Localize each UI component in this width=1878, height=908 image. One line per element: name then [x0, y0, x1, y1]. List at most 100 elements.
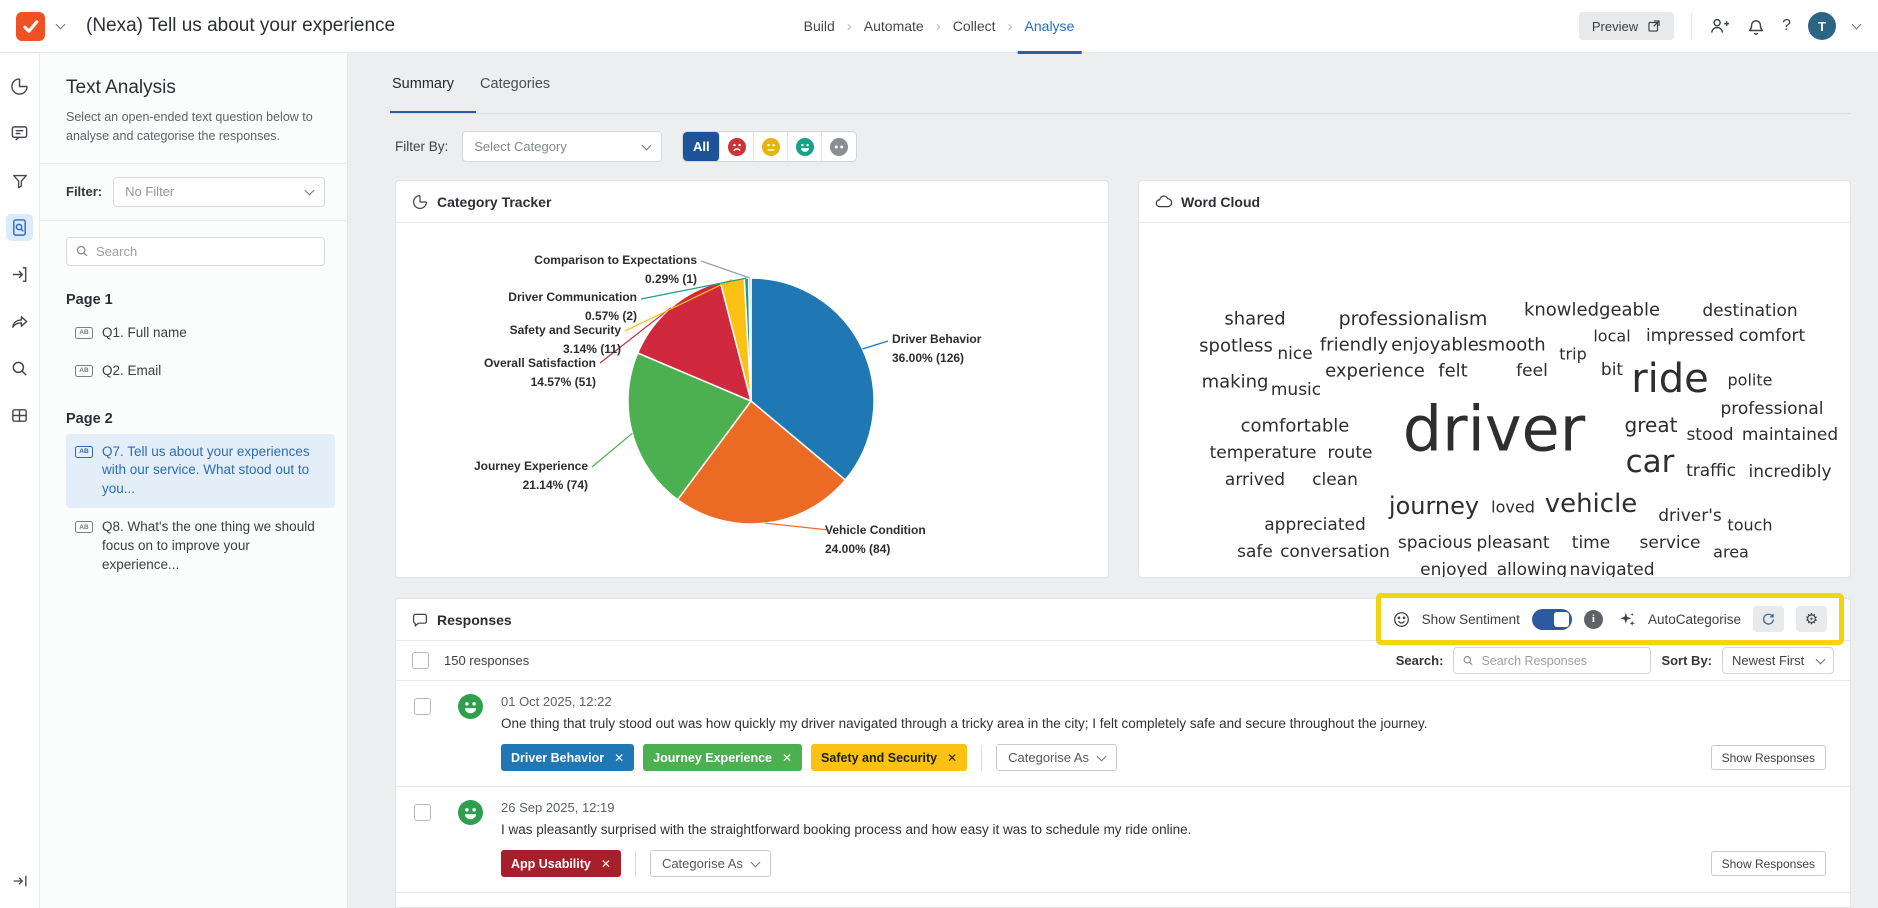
word-cloud-word[interactable]: appreciated: [1264, 515, 1366, 535]
responses-search[interactable]: [1453, 647, 1652, 674]
word-cloud-word[interactable]: driver's: [1658, 506, 1722, 526]
breadcrumb-automate[interactable]: Automate: [863, 18, 924, 34]
info-icon[interactable]: i: [1583, 609, 1603, 629]
word-cloud-word[interactable]: music: [1270, 380, 1322, 400]
no-filter-dropdown[interactable]: No Filter: [113, 176, 325, 207]
word-cloud-word[interactable]: journey: [1388, 492, 1480, 520]
word-cloud-word[interactable]: experience: [1325, 360, 1425, 382]
word-cloud-word[interactable]: professional: [1720, 399, 1824, 419]
sidebar-question-item[interactable]: AB Q2. Email: [66, 353, 335, 390]
word-cloud-word[interactable]: safe: [1237, 542, 1273, 562]
word-cloud-word[interactable]: local: [1593, 326, 1631, 346]
sentiment-chip-neutral[interactable]: [754, 132, 789, 161]
word-cloud-word[interactable]: touch: [1727, 515, 1773, 535]
sentiment-chip-positive[interactable]: [788, 132, 823, 161]
word-cloud-word[interactable]: great: [1624, 413, 1678, 437]
word-cloud-word[interactable]: loved: [1491, 497, 1535, 517]
word-cloud-word[interactable]: area: [1713, 542, 1749, 562]
share-icon[interactable]: [6, 308, 33, 335]
filter-icon[interactable]: [6, 167, 33, 194]
search-icon[interactable]: [6, 355, 33, 382]
word-cloud-word[interactable]: driver: [1402, 392, 1586, 466]
word-cloud-word[interactable]: ride: [1631, 356, 1709, 402]
sentiment-chip-none[interactable]: [822, 132, 856, 161]
avatar[interactable]: T: [1808, 12, 1836, 40]
breadcrumb-build[interactable]: Build: [803, 18, 835, 34]
word-cloud-word[interactable]: conversation: [1280, 542, 1390, 562]
show-responses-button[interactable]: Show Responses: [1710, 745, 1826, 770]
responses-search-input[interactable]: [1481, 653, 1643, 668]
sidebar-search[interactable]: [66, 236, 325, 266]
sidebar-question-item[interactable]: AB Q7. Tell us about your experiences wi…: [66, 433, 335, 509]
word-cloud-word[interactable]: enjoyable: [1391, 334, 1479, 356]
word-cloud-word[interactable]: shared: [1224, 308, 1286, 330]
word-cloud-word[interactable]: pleasant: [1476, 533, 1550, 553]
notifications-bell-icon[interactable]: [1747, 16, 1765, 36]
word-cloud-word[interactable]: comfort: [1738, 326, 1806, 346]
word-cloud-word[interactable]: feel: [1516, 361, 1548, 381]
word-cloud-word[interactable]: incredibly: [1748, 462, 1832, 482]
app-logo-icon[interactable]: [16, 11, 45, 41]
remove-tag-icon[interactable]: ✕: [614, 750, 625, 765]
word-cloud-word[interactable]: traffic: [1686, 461, 1736, 481]
account-chevron-icon[interactable]: [1851, 19, 1862, 30]
word-cloud-word[interactable]: maintained: [1741, 425, 1839, 445]
word-cloud-word[interactable]: impressed: [1645, 326, 1735, 346]
remove-tag-icon[interactable]: ✕: [600, 856, 611, 871]
word-cloud-word[interactable]: making: [1201, 371, 1269, 393]
word-cloud-word[interactable]: smooth: [1478, 334, 1546, 356]
remove-tag-icon[interactable]: ✕: [781, 750, 793, 765]
sentiment-chip-negative[interactable]: [720, 132, 755, 161]
word-cloud-word[interactable]: vehicle: [1544, 489, 1638, 519]
category-tag[interactable]: Journey Experience ✕: [643, 744, 803, 771]
refresh-button[interactable]: [1753, 606, 1784, 632]
word-cloud-word[interactable]: arrived: [1224, 470, 1286, 490]
sidebar-question-item[interactable]: AB Q8. What's the one thing we should fo…: [66, 509, 335, 584]
select-category-dropdown[interactable]: Select Category: [462, 131, 663, 162]
word-cloud-word[interactable]: friendly: [1319, 334, 1389, 356]
category-tag[interactable]: App Usability ✕: [501, 850, 621, 877]
word-cloud-word[interactable]: spacious: [1397, 533, 1473, 553]
word-cloud-word[interactable]: felt: [1438, 360, 1468, 382]
word-cloud-word[interactable]: knowledgeable: [1523, 299, 1661, 321]
pie-slice-2[interactable]: [627, 352, 753, 501]
sidebar-question-item[interactable]: AB Q1. Full name: [66, 315, 335, 352]
word-cloud-word[interactable]: spotless: [1199, 335, 1273, 357]
word-cloud-word[interactable]: destination: [1702, 301, 1798, 321]
pie-slice-0[interactable]: [750, 277, 875, 482]
collapse-sidebar-icon[interactable]: [6, 867, 33, 894]
tab-categories[interactable]: Categories: [480, 76, 551, 92]
reports-pie-icon[interactable]: [6, 73, 33, 100]
show-responses-button[interactable]: Show Responses: [1710, 851, 1826, 876]
settings-button[interactable]: ⚙: [1796, 606, 1827, 632]
preview-button[interactable]: Preview: [1578, 12, 1675, 40]
text-analysis-icon[interactable]: [6, 214, 33, 241]
word-cloud-word[interactable]: trip: [1559, 344, 1587, 364]
help-icon[interactable]: ?: [1782, 17, 1791, 34]
remove-tag-icon[interactable]: ✕: [947, 750, 958, 765]
word-cloud-word[interactable]: comfortable: [1240, 415, 1350, 437]
breadcrumb-collect[interactable]: Collect: [952, 18, 996, 34]
word-cloud-word[interactable]: bit: [1600, 360, 1624, 380]
tab-summary[interactable]: Summary: [392, 76, 455, 92]
show-sentiment-toggle[interactable]: [1531, 608, 1572, 630]
word-cloud-word[interactable]: navigated: [1569, 560, 1655, 577]
word-cloud-word[interactable]: car: [1625, 444, 1675, 480]
add-user-icon[interactable]: [1709, 16, 1730, 36]
select-all-checkbox[interactable]: [412, 652, 429, 669]
word-cloud-word[interactable]: enjoyed: [1420, 560, 1488, 577]
word-cloud-word[interactable]: professionalism: [1338, 308, 1488, 330]
comments-icon[interactable]: [6, 120, 33, 147]
table-icon[interactable]: [6, 402, 33, 429]
word-cloud-word[interactable]: route: [1327, 443, 1373, 463]
logo-chevron-icon[interactable]: [55, 19, 66, 30]
word-cloud-word[interactable]: time: [1571, 533, 1611, 553]
word-cloud-word[interactable]: nice: [1277, 344, 1313, 364]
word-cloud-word[interactable]: polite: [1727, 370, 1773, 390]
response-checkbox[interactable]: [414, 804, 431, 821]
export-icon[interactable]: [6, 261, 33, 288]
word-cloud-word[interactable]: clean: [1312, 470, 1358, 490]
word-cloud-word[interactable]: allowing: [1496, 560, 1568, 577]
word-cloud-word[interactable]: temperature: [1209, 443, 1317, 463]
breadcrumb-analyse[interactable]: Analyse: [1017, 18, 1082, 54]
